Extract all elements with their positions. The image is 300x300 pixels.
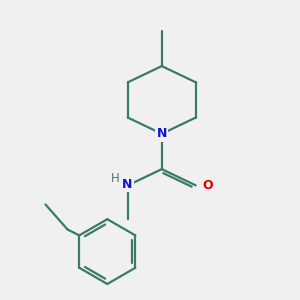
Text: O: O <box>202 179 213 192</box>
Text: H: H <box>111 172 120 185</box>
Text: N: N <box>122 178 133 191</box>
Text: N: N <box>157 127 167 140</box>
